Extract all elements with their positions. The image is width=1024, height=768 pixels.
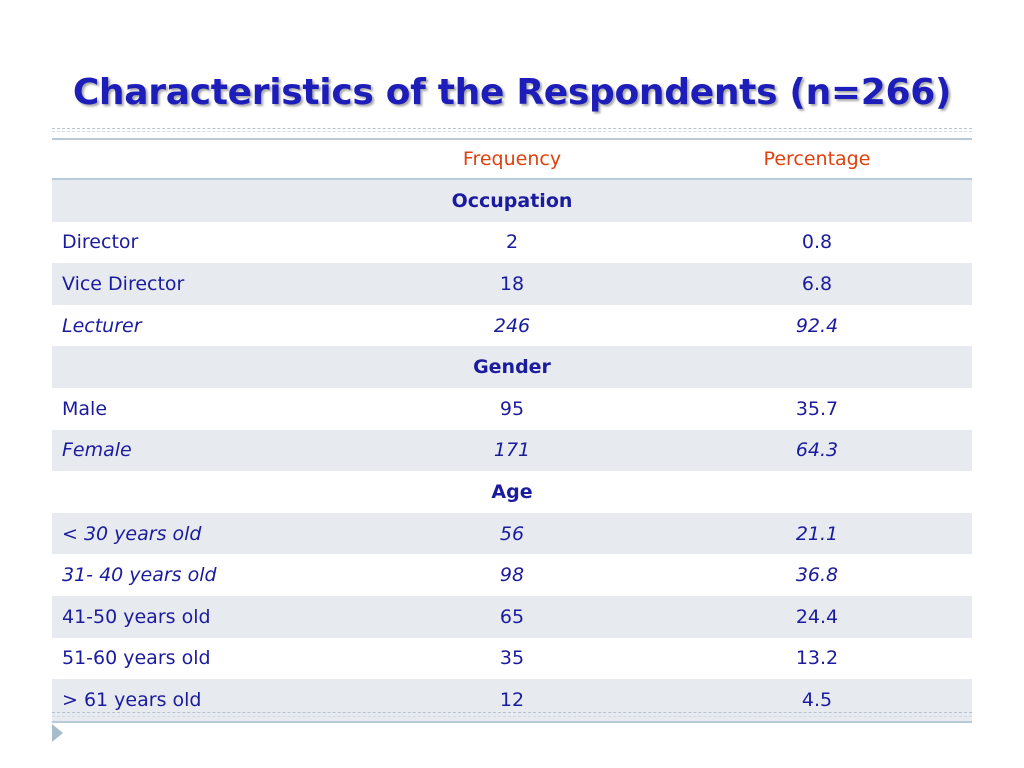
respondents-table: Frequency Percentage Occupation Director 2…: [52, 138, 972, 723]
table-row: Vice Director 18 6.8: [52, 263, 972, 305]
table-row: > 61 years old 12 4.5: [52, 679, 972, 722]
table-body: Occupation Director 2 0.8 Vice Director 18 6.8…: [52, 179, 972, 722]
section-label: Occupation: [451, 189, 573, 212]
table-row: 41-50 years old 65 24.4: [52, 595, 972, 638]
row-frequency: 18: [499, 272, 525, 295]
table-row: Male 95 35.7: [52, 387, 972, 430]
section-label: Age: [491, 480, 533, 503]
row-label: < 30 years old: [62, 522, 202, 545]
footer-divider: [52, 712, 972, 713]
header-category: [52, 139, 362, 179]
table-row: Lecturer 246 92.4: [52, 304, 972, 347]
title-divider-secondary: [52, 131, 972, 132]
table-row: < 30 years old 56 21.1: [52, 512, 972, 555]
header-frequency: Frequency: [462, 148, 562, 170]
row-frequency: 35: [499, 647, 525, 670]
row-frequency: 56: [499, 522, 525, 545]
slide-title: Characteristics of the Respondents (n=26…: [72, 72, 952, 113]
row-label: 31- 40 years old: [62, 564, 217, 587]
row-frequency: 95: [499, 397, 525, 420]
footer-divider-secondary: [52, 716, 972, 717]
row-percentage: 64.3: [795, 439, 839, 462]
row-frequency: 2: [505, 231, 519, 254]
row-percentage: 35.7: [795, 397, 839, 420]
row-frequency: 12: [499, 688, 525, 711]
row-frequency: 65: [499, 605, 525, 628]
table-row: Female 171 64.3: [52, 429, 972, 472]
row-label: > 61 years old: [62, 688, 202, 711]
row-label: Vice Director: [62, 272, 185, 295]
row-percentage: 6.8: [801, 272, 833, 295]
row-frequency: 246: [493, 314, 531, 337]
row-percentage: 0.8: [801, 231, 833, 254]
title-divider: [52, 128, 972, 129]
table-header-row: Frequency Percentage: [52, 139, 972, 179]
row-label: 51-60 years old: [62, 647, 211, 670]
row-frequency: 98: [499, 564, 525, 587]
row-label: Male: [62, 397, 108, 420]
header-percentage: Percentage: [763, 148, 871, 170]
table-row: 31- 40 years old 98 36.8: [52, 554, 972, 596]
row-label: 41-50 years old: [62, 605, 211, 628]
row-label: Director: [62, 231, 139, 254]
row-frequency: 171: [493, 439, 531, 462]
row-percentage: 92.4: [795, 314, 839, 337]
row-label: Female: [62, 439, 132, 462]
section-row: Gender: [52, 346, 972, 388]
section-row: Occupation: [52, 179, 972, 222]
table-row: Director 2 0.8: [52, 221, 972, 264]
table-row: 51-60 years old 35 13.2: [52, 637, 972, 680]
triangle-right-icon: [52, 724, 63, 742]
section-row: Age: [52, 471, 972, 513]
row-percentage: 13.2: [795, 647, 839, 670]
section-label: Gender: [473, 356, 551, 379]
row-percentage: 4.5: [801, 688, 833, 711]
row-percentage: 24.4: [795, 605, 839, 628]
row-percentage: 21.1: [795, 522, 839, 545]
row-percentage: 36.8: [795, 564, 839, 587]
row-label: Lecturer: [62, 314, 142, 337]
